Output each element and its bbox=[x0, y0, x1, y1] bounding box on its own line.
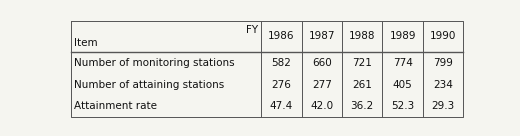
Text: 1987: 1987 bbox=[308, 31, 335, 41]
Text: Item: Item bbox=[74, 38, 98, 48]
Text: 42.0: 42.0 bbox=[310, 101, 333, 111]
Text: 1986: 1986 bbox=[268, 31, 295, 41]
Text: 47.4: 47.4 bbox=[270, 101, 293, 111]
Text: 1988: 1988 bbox=[349, 31, 375, 41]
Text: 660: 660 bbox=[312, 58, 332, 68]
Text: 29.3: 29.3 bbox=[432, 101, 454, 111]
Text: 1989: 1989 bbox=[389, 31, 416, 41]
Text: 261: 261 bbox=[352, 80, 372, 90]
Text: 276: 276 bbox=[271, 80, 291, 90]
Text: Number of monitoring stations: Number of monitoring stations bbox=[74, 58, 235, 68]
Text: 52.3: 52.3 bbox=[391, 101, 414, 111]
Text: 1990: 1990 bbox=[430, 31, 456, 41]
Text: 721: 721 bbox=[352, 58, 372, 68]
Text: 234: 234 bbox=[433, 80, 453, 90]
Text: 799: 799 bbox=[433, 58, 453, 68]
Text: 277: 277 bbox=[312, 80, 332, 90]
Text: FY: FY bbox=[246, 25, 258, 35]
Text: 405: 405 bbox=[393, 80, 412, 90]
Text: 774: 774 bbox=[393, 58, 412, 68]
Text: 582: 582 bbox=[271, 58, 291, 68]
Text: Attainment rate: Attainment rate bbox=[74, 101, 157, 111]
Text: Number of attaining stations: Number of attaining stations bbox=[74, 80, 225, 90]
Text: 36.2: 36.2 bbox=[350, 101, 374, 111]
